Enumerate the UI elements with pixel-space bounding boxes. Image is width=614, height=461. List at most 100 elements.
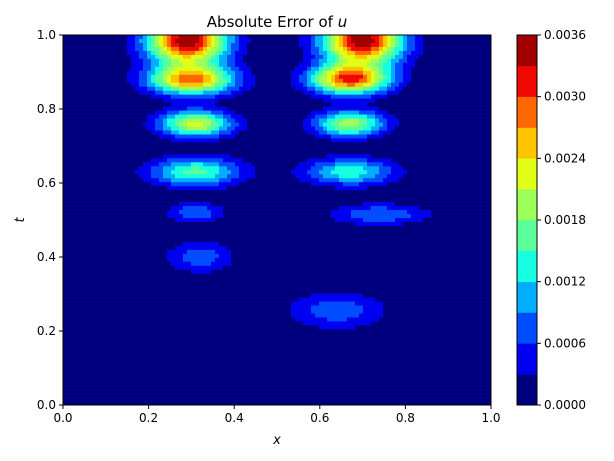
contour-cell [155, 166, 160, 171]
contour-cell [395, 74, 400, 80]
contour-cell [431, 134, 436, 139]
contour-cell [443, 146, 448, 151]
contour-cell [167, 94, 172, 100]
contour-cell [455, 182, 460, 187]
contour-cell [211, 218, 216, 223]
contour-cell [375, 114, 380, 119]
contour-cell [439, 166, 444, 171]
contour-cell [299, 158, 304, 163]
contour-cell [111, 38, 116, 44]
contour-cell [95, 66, 100, 72]
contour-cell [463, 138, 468, 143]
contour-cell [311, 170, 316, 175]
contour-cell [303, 42, 308, 48]
contour-cell [383, 166, 388, 171]
contour-cell [119, 142, 124, 147]
contour-cell [299, 170, 304, 175]
contour-cell [407, 66, 412, 72]
contour-cell [135, 58, 140, 64]
contour-cell [199, 186, 204, 191]
contour-cell [99, 202, 104, 207]
contour-cell [407, 150, 412, 155]
contour-cell [471, 138, 476, 143]
contour-cell [151, 118, 156, 123]
contour-cell [159, 170, 164, 175]
contour-cell [463, 182, 468, 187]
contour-cell [135, 126, 140, 131]
contour-cell [199, 50, 204, 56]
contour-cell [315, 118, 320, 123]
contour-cell [179, 66, 184, 72]
contour-cell [147, 126, 152, 131]
contour-cell [79, 154, 84, 159]
contour-cell [323, 78, 328, 84]
contour-cell [203, 162, 208, 167]
contour-cell [143, 70, 148, 76]
contour-cell [239, 182, 244, 187]
contour-cell [443, 122, 448, 127]
contour-cell [235, 154, 240, 159]
contour-cell [327, 106, 332, 111]
contour-cell [339, 170, 344, 175]
contour-cell [295, 206, 300, 211]
contour-cell [215, 178, 220, 183]
contour-cell [411, 35, 416, 40]
contour-cell [75, 158, 80, 163]
contour-cell [339, 182, 344, 187]
contour-cell [87, 190, 92, 195]
contour-cell [167, 66, 172, 72]
contour-cell [99, 186, 104, 191]
contour-cell [359, 74, 364, 80]
contour-cell [187, 170, 192, 175]
contour-cell [347, 86, 352, 92]
contour-cell [139, 114, 144, 119]
contour-cell [447, 178, 452, 183]
contour-cell [199, 182, 204, 187]
contour-cell [71, 122, 76, 127]
contour-cell [175, 162, 180, 167]
contour-cell [411, 162, 416, 167]
contour-cell [143, 186, 148, 191]
contour-cell [451, 170, 456, 175]
contour-cell [87, 126, 92, 131]
contour-cell [243, 78, 248, 84]
contour-cell [187, 214, 192, 219]
contour-cell [435, 146, 440, 151]
contour-cell [107, 162, 112, 167]
contour-cell [235, 102, 240, 107]
contour-cell [383, 86, 388, 92]
contour-cell [363, 166, 368, 171]
contour-cell [307, 214, 312, 219]
contour-cell [251, 150, 256, 155]
contour-cell [251, 202, 256, 207]
contour-cell [247, 78, 252, 84]
contour-cell [183, 154, 188, 159]
contour-cell [327, 182, 332, 187]
contour-cell [291, 210, 296, 215]
contour-cell [251, 98, 256, 103]
contour-cell [267, 118, 272, 123]
contour-cell [463, 78, 468, 84]
contour-cell [215, 142, 220, 147]
contour-cell [463, 134, 468, 139]
contour-cell [407, 42, 412, 48]
contour-cell [63, 162, 68, 167]
contour-cell [139, 130, 144, 135]
contour-cell [75, 94, 80, 100]
contour-cell [299, 78, 304, 84]
contour-cell [423, 134, 428, 139]
contour-cell [243, 126, 248, 131]
contour-cell [371, 82, 376, 88]
contour-cell [203, 170, 208, 175]
contour-cell [287, 178, 292, 183]
contour-cell [235, 178, 240, 183]
contour-cell [139, 146, 144, 151]
contour-cell [323, 190, 328, 195]
contour-cell [395, 174, 400, 179]
contour-cell [175, 38, 180, 44]
contour-cell [371, 146, 376, 151]
contour-cell [383, 198, 388, 203]
contour-cell [227, 210, 232, 215]
contour-cell [335, 102, 340, 107]
contour-cell [135, 90, 140, 96]
